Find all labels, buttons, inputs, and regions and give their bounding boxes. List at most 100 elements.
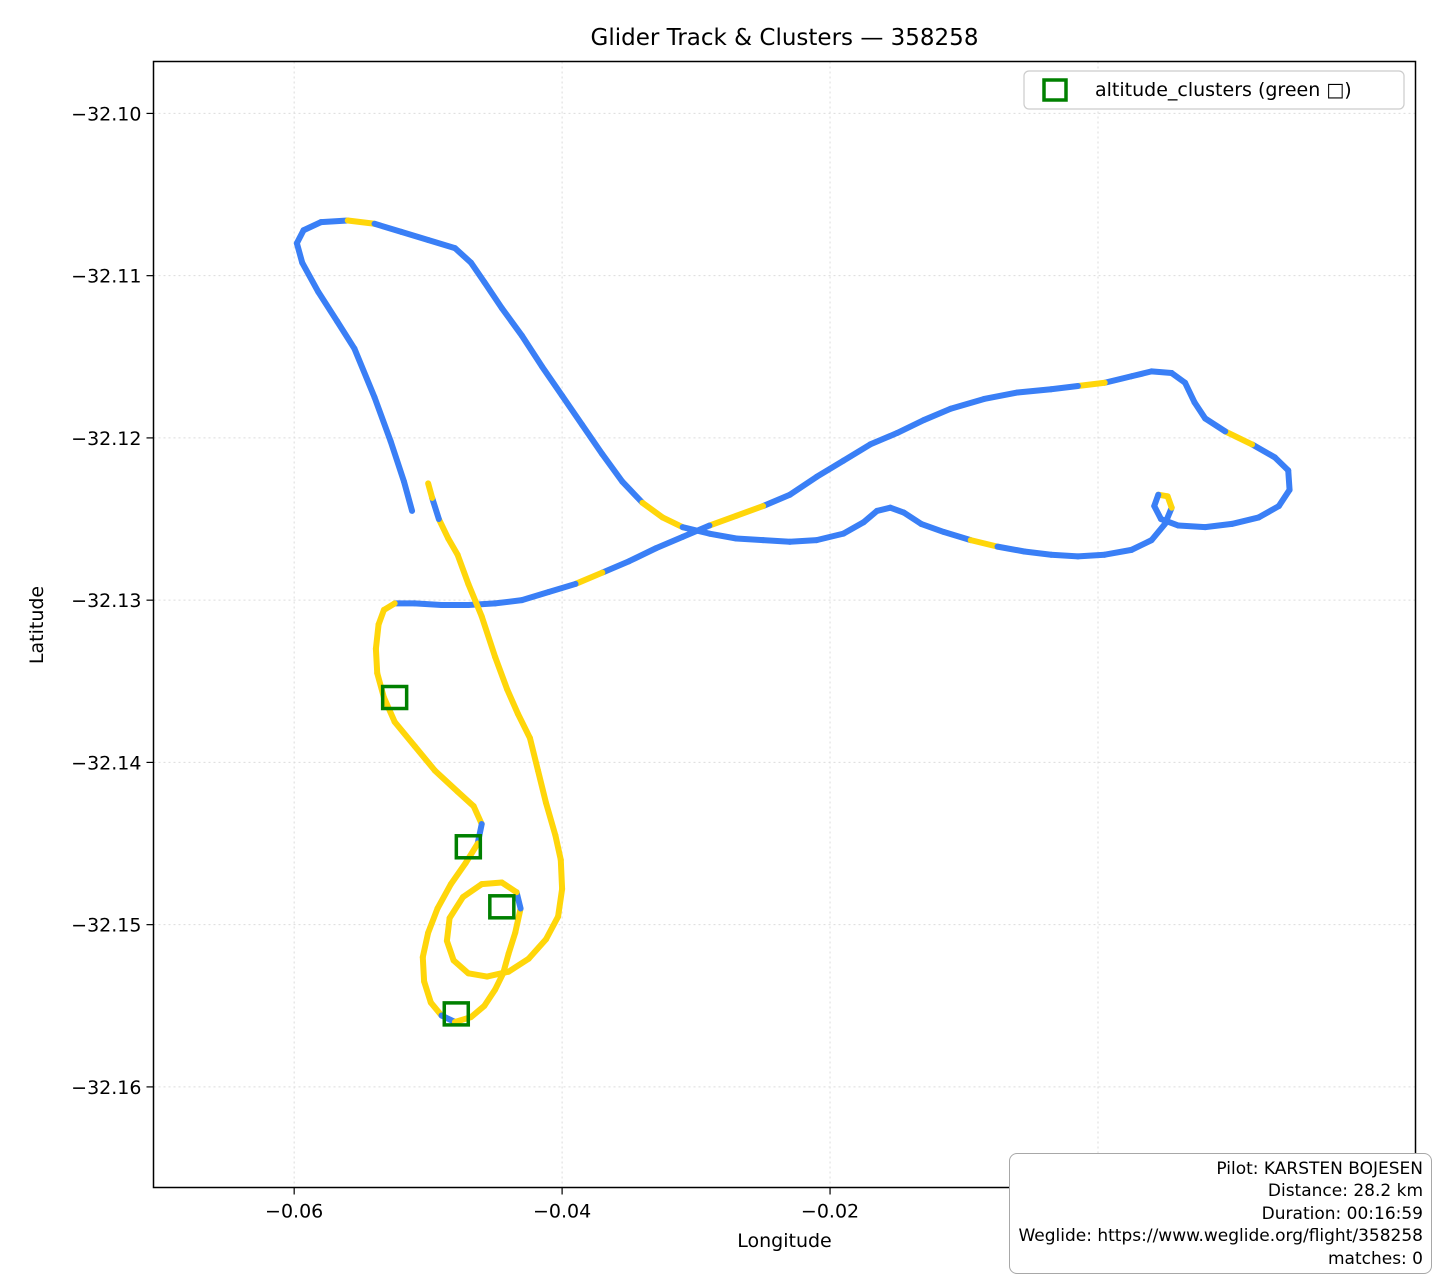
track-segment: [504, 686, 521, 717]
x-tick-label: −0.04: [533, 1201, 591, 1223]
track-segment: [1202, 415, 1229, 435]
track-segment: [619, 478, 646, 506]
track-segment: [1271, 454, 1292, 474]
track-segment: [1128, 537, 1155, 553]
track-segment: [425, 480, 436, 501]
track-segment: [786, 537, 820, 545]
track-segment: [1222, 428, 1256, 448]
track-segment: [1255, 503, 1282, 521]
cluster-marker: [488, 894, 516, 920]
track-segment: [447, 860, 469, 888]
cluster-marker: [454, 834, 483, 860]
track-segment: [478, 613, 499, 660]
x-tick-label: −0.06: [265, 1201, 323, 1223]
track-segment: [300, 219, 324, 234]
track-segment: [639, 499, 666, 521]
track-segment: [572, 569, 606, 587]
track-segment: [760, 537, 793, 545]
track-segment: [525, 936, 550, 962]
track-segment: [1074, 551, 1108, 560]
track-segment: [435, 516, 452, 542]
track-segment: [1157, 516, 1182, 529]
track-segment: [481, 279, 505, 312]
track-segment: [545, 580, 579, 596]
y-tick-label: −32.12: [71, 428, 141, 450]
track-segment: [894, 417, 927, 437]
track-segment: [462, 840, 481, 867]
track-segment: [1021, 548, 1055, 558]
track-segment: [498, 305, 525, 339]
track-segment: [706, 530, 740, 542]
track-segment: [1128, 368, 1155, 380]
y-tick-label: −32.13: [71, 590, 141, 612]
axes: −0.06−0.04−0.020.00−32.10−32.11−32.12−32…: [71, 103, 1119, 1222]
track-segment: [401, 478, 416, 514]
track-segment: [468, 259, 488, 286]
cluster-marker: [442, 1001, 471, 1027]
track-segment: [967, 537, 1001, 550]
track-segment: [659, 514, 686, 531]
track-segment: [391, 718, 418, 750]
track-segment: [1249, 441, 1278, 461]
track-segment: [840, 441, 874, 464]
track-segment: [421, 978, 434, 1006]
track-segment: [315, 288, 341, 325]
track-segment: [940, 529, 974, 544]
track-segment: [465, 580, 485, 620]
track-segment: [1048, 382, 1081, 393]
track-segment: [733, 503, 767, 519]
track-segment: [481, 986, 499, 1009]
track-segment: [372, 645, 381, 677]
track-segment: [446, 894, 466, 922]
track-segment: [1048, 551, 1081, 560]
track-segment: [492, 653, 511, 693]
distance-text: Distance: 28.2 km: [1267, 1181, 1423, 1201]
track-segment: [451, 245, 475, 266]
legend-square-icon: [1042, 78, 1068, 102]
track-segment: [465, 970, 491, 980]
track-segment: [454, 551, 472, 587]
track-segment: [1074, 379, 1108, 389]
track-segment: [443, 937, 457, 964]
y-tick-label: −32.15: [71, 915, 141, 937]
track-segment: [1148, 368, 1175, 377]
track-segment: [840, 519, 867, 537]
track-segment: [492, 597, 525, 607]
track-segment: [317, 217, 351, 226]
track-segment: [559, 392, 586, 428]
track-segment: [429, 494, 442, 523]
track-segment: [425, 905, 441, 936]
track-segment: [372, 621, 382, 652]
legend: altitude_clusters (green □): [1023, 70, 1405, 110]
y-axis-label: Latitude: [26, 586, 48, 664]
weglide-link[interactable]: Weglide: https://www.weglide.org/flight/…: [1018, 1226, 1423, 1246]
track-segment: [534, 767, 550, 806]
track-segment: [1182, 379, 1198, 406]
track-segment: [434, 881, 454, 912]
track-segment: [1148, 520, 1168, 544]
track-segment: [599, 451, 626, 485]
track-segment: [813, 530, 847, 544]
track-segment: [514, 710, 533, 742]
track-segment: [1202, 520, 1235, 531]
track-segment: [419, 954, 428, 985]
track-segment: [445, 535, 461, 558]
track-segment: [706, 512, 740, 529]
track-segment: [512, 905, 524, 936]
track-segment: [344, 217, 378, 227]
track-segment: [425, 236, 458, 252]
track-segment: [599, 558, 633, 576]
y-tick-label: −32.16: [71, 1077, 141, 1099]
track-segment: [1101, 373, 1135, 386]
grid-lines: [153, 61, 1416, 1188]
track-segment: [459, 881, 485, 901]
track-segment: [543, 913, 562, 943]
track-segment: [474, 821, 485, 847]
track-segment: [918, 520, 947, 536]
legend-box: [1023, 70, 1405, 110]
track-segment: [478, 879, 505, 888]
track-segment: [334, 318, 358, 352]
flight-info-box: Pilot: KARSTEN BOJESEN Distance: 28.2 km…: [1009, 1152, 1432, 1274]
matches-text: matches: 0: [1327, 1248, 1423, 1269]
